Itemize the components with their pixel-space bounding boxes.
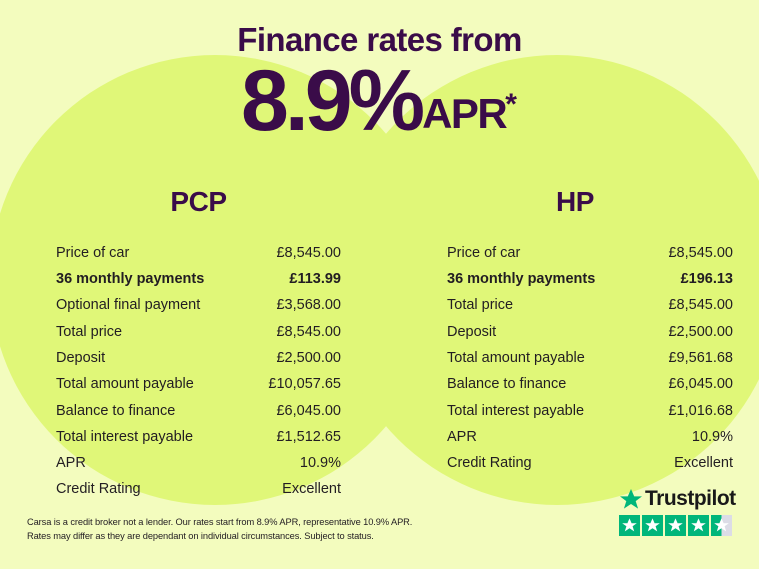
row-label: Total price — [56, 323, 123, 340]
row-value: £196.13 — [680, 271, 733, 288]
page-title: Finance rates from — [237, 21, 522, 58]
row-label: Credit Rating — [447, 455, 532, 472]
row-label: 36 monthly payments — [447, 271, 596, 288]
finance-column-hp: HP Price of car £8,545.00 36 monthly pay… — [379, 186, 758, 503]
star-icon-full-3 — [665, 515, 686, 536]
row-label: Balance to finance — [447, 376, 567, 393]
trustpilot-rating: Trustpilot — [619, 487, 737, 536]
row-value: Excellent — [674, 455, 733, 472]
row-value: £113.99 — [289, 271, 341, 288]
row-value: £9,561.68 — [668, 350, 733, 367]
row-value: 10.9% — [691, 428, 733, 445]
row-value: £2,500.00 — [668, 323, 733, 340]
row-label: APR — [56, 455, 86, 472]
table-row: Balance to finance £6,045.00 — [447, 371, 733, 397]
table-row: Credit Rating Excellent — [56, 477, 341, 503]
trustpilot-star-rating — [619, 515, 737, 536]
hero-rate-row: 8.9% APR * — [0, 52, 759, 149]
row-value: £3,568.00 — [276, 297, 341, 314]
pcp-rows: Price of car £8,545.00 36 monthly paymen… — [56, 240, 341, 503]
row-value: £8,545.00 — [276, 323, 341, 340]
finance-comparison: PCP Price of car £8,545.00 36 monthly pa… — [0, 186, 759, 503]
table-row: Balance to finance £6,045.00 — [56, 398, 341, 424]
row-label: 36 monthly payments — [56, 271, 205, 288]
row-value: £8,545.00 — [668, 297, 733, 314]
disclaimer-text: Carsa is a credit broker not a lender. O… — [27, 515, 457, 544]
table-row: APR 10.9% — [56, 450, 341, 476]
table-row: Deposit £2,500.00 — [56, 345, 341, 371]
row-value: £6,045.00 — [276, 402, 341, 419]
row-value: 10.9% — [299, 455, 341, 472]
row-value: £2,500.00 — [276, 350, 341, 367]
row-label: Price of car — [447, 244, 521, 261]
table-row: Total amount payable £9,561.68 — [447, 345, 733, 371]
background-circle-right — [332, 55, 759, 505]
row-label: Deposit — [447, 323, 497, 340]
hero-rate-value: 8.9% — [241, 52, 425, 149]
table-row: Price of car £8,545.00 — [56, 240, 341, 266]
star-icon-full-4 — [688, 515, 709, 536]
trustpilot-logo: Trustpilot — [619, 487, 737, 511]
row-value: £1,016.68 — [668, 402, 733, 419]
table-row: Credit Rating Excellent — [447, 450, 733, 476]
row-value: £1,512.65 — [276, 428, 341, 445]
disclaimer-line-1: Carsa is a credit broker not a lender. O… — [27, 517, 413, 527]
row-value: £6,045.00 — [668, 376, 733, 393]
disclaimer-line-2: Rates may differ as they are dependant o… — [27, 531, 374, 542]
row-label: Total price — [447, 297, 514, 314]
column-title-hp: HP — [555, 186, 595, 217]
column-title-pcp: PCP — [170, 186, 227, 217]
hero-section: Finance rates from 8.9% APR * — [0, 0, 759, 146]
row-label: Total amount payable — [447, 350, 585, 367]
table-row: Total interest payable £1,016.68 — [447, 398, 733, 424]
row-label: Price of car — [56, 244, 130, 261]
row-label: Credit Rating — [56, 481, 141, 498]
row-value: £8,545.00 — [276, 244, 341, 261]
table-row: Total price £8,545.00 — [56, 319, 341, 345]
star-icon-full-2 — [642, 515, 663, 536]
hero-apr-label: APR — [422, 89, 508, 137]
table-row: Optional final payment £3,568.00 — [56, 293, 341, 319]
row-label: Total interest payable — [447, 402, 585, 419]
background-circle-left — [0, 55, 440, 505]
row-label: Optional final payment — [56, 297, 201, 314]
row-value: £8,545.00 — [668, 244, 733, 261]
table-row: Deposit £2,500.00 — [447, 319, 733, 345]
table-row: Total amount payable £10,057.65 — [56, 371, 341, 397]
row-value: £10,057.65 — [268, 376, 341, 393]
star-icon-half-5 — [711, 515, 732, 536]
row-value: Excellent — [282, 481, 341, 498]
row-label: Total interest payable — [56, 428, 194, 445]
row-label: Deposit — [56, 350, 106, 367]
finance-column-pcp: PCP Price of car £8,545.00 36 monthly pa… — [0, 186, 379, 503]
asterisk-marker: * — [505, 87, 517, 121]
star-icon-full-1 — [619, 515, 640, 536]
table-row: APR 10.9% — [447, 424, 733, 450]
trustpilot-wordmark-text: Trustpilot — [645, 487, 736, 510]
table-row: 36 monthly payments £196.13 — [447, 266, 733, 292]
table-row: Total price £8,545.00 — [447, 293, 733, 319]
row-label: APR — [447, 428, 477, 445]
table-row: Price of car £8,545.00 — [447, 240, 733, 266]
row-label: Total amount payable — [56, 376, 194, 393]
table-row: 36 monthly payments £113.99 — [56, 266, 341, 292]
hp-rows: Price of car £8,545.00 36 monthly paymen… — [447, 240, 733, 477]
row-label: Balance to finance — [56, 402, 176, 419]
table-row: Total interest payable £1,512.65 — [56, 424, 341, 450]
trustpilot-star-icon — [620, 488, 642, 509]
